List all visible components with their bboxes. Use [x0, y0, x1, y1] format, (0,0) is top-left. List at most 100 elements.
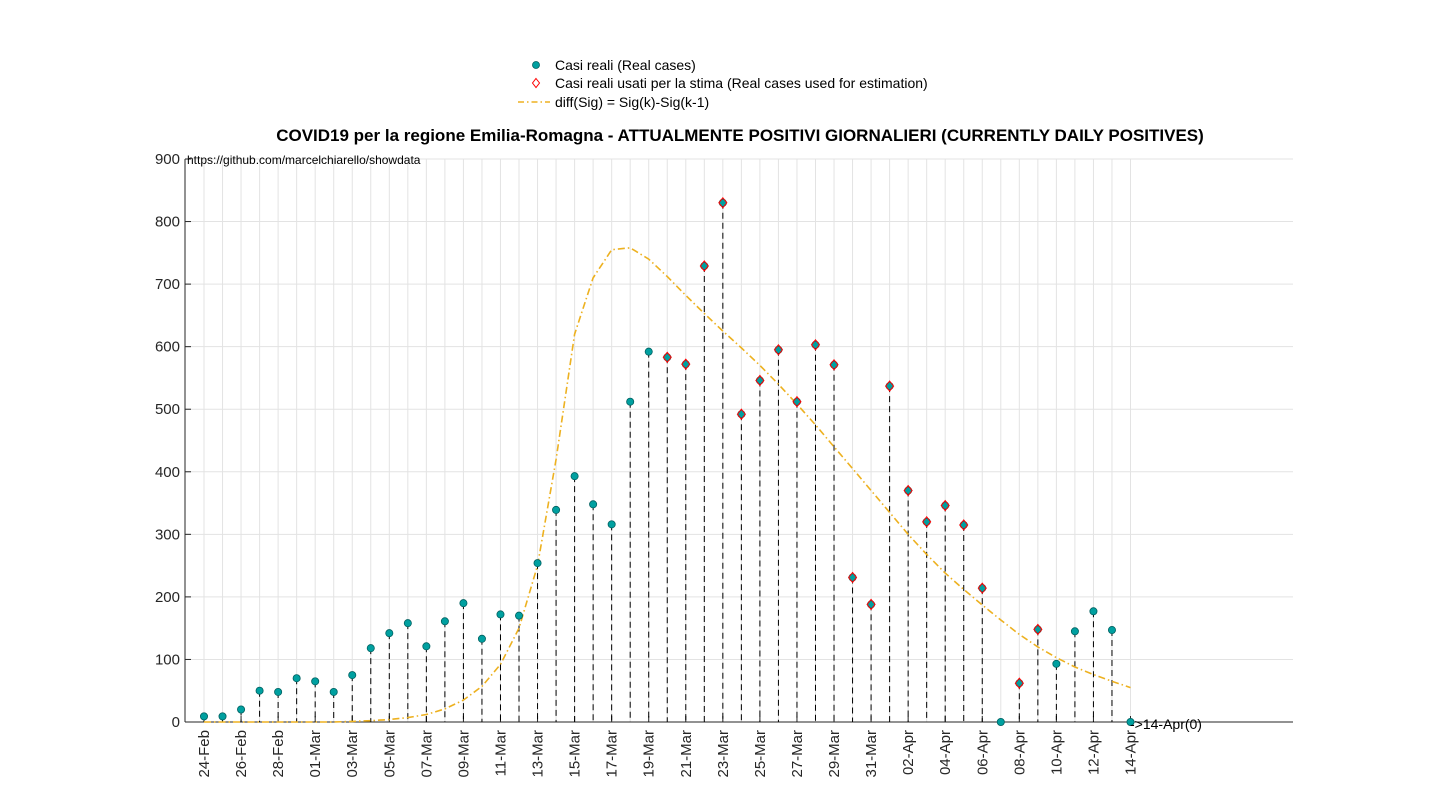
grid [185, 158, 1293, 723]
estimation-point [736, 408, 747, 421]
x-tick-label: 15-Mar [567, 730, 584, 778]
estimation-point [773, 343, 784, 356]
real-case-point [570, 472, 579, 481]
real-case-point [385, 629, 394, 638]
legend-diff-label: diff(Sig) = Sig(k)-Sig(k-1) [555, 94, 709, 110]
x-tick-label: 08-Apr [1011, 730, 1028, 775]
y-tick-label: 200 [155, 589, 180, 606]
estimation-point [1014, 677, 1024, 690]
real-case-point [440, 617, 449, 626]
estimation-point [1033, 623, 1043, 636]
x-tick-label: 23-Mar [715, 730, 732, 778]
estimation-point [662, 351, 672, 364]
real-case-point [589, 500, 598, 509]
x-tick-label: 31-Mar [863, 730, 880, 778]
legend-estimation-label: Casi reali usati per la stima (Real case… [555, 75, 928, 91]
estimation-point [847, 571, 858, 584]
real-case-point [311, 677, 320, 686]
x-tick-label: 11-Mar [492, 730, 509, 776]
real-case-point [1126, 718, 1135, 727]
real-case-point [292, 674, 301, 683]
y-tick-label: 400 [155, 464, 180, 481]
x-tick-label: 03-Mar [344, 730, 361, 778]
y-tick-label: 900 [155, 151, 180, 168]
real-case-point [607, 520, 616, 529]
real-case-point [996, 718, 1005, 727]
real-case-point [237, 705, 246, 714]
diff-curve-layer [204, 246, 1131, 723]
real-case-point [199, 712, 208, 721]
x-tick-label: 24-Feb [196, 730, 213, 778]
chart-title: COVID19 per la regione Emilia-Romagna - … [276, 126, 1204, 145]
stems [203, 202, 1113, 722]
end-annotation: ->14-Apr(0) [1130, 716, 1202, 732]
y-tick-label: 600 [155, 339, 180, 356]
y-tick-label: 800 [155, 214, 180, 231]
estimation-point [681, 358, 691, 370]
real-case-point [329, 687, 338, 696]
estimation-point [718, 196, 728, 209]
x-tick-label: 27-Mar [789, 730, 806, 778]
real-case-point [515, 611, 524, 620]
real-case-point [644, 347, 653, 356]
real-case-point [366, 644, 375, 653]
legend-real-cases-label: Casi reali (Real cases) [555, 57, 696, 73]
estimation-point [792, 395, 802, 408]
estimation-point [959, 519, 969, 531]
real-case-point [218, 712, 227, 721]
x-tick-label: 26-Feb [233, 730, 250, 778]
x-tick-label: 28-Feb [270, 730, 287, 778]
source-url: https://github.com/marcelchiarello/showd… [187, 153, 421, 167]
real-case-point [552, 505, 561, 514]
x-tick-label: 02-Apr [900, 730, 917, 775]
real-case-point [1107, 626, 1116, 635]
real-case-point [422, 642, 431, 651]
estimation-point [866, 598, 876, 611]
estimation-point [903, 484, 913, 497]
estimation-point [977, 582, 987, 594]
x-tick-label: 14-Apr [1123, 730, 1140, 775]
x-tick-label: 09-Mar [455, 730, 472, 778]
x-tick-label: 25-Mar [752, 730, 769, 778]
axes [184, 158, 1293, 723]
x-tick-label: 17-Mar [604, 730, 621, 778]
markers [199, 196, 1135, 727]
estimation-point [755, 374, 765, 387]
x-tick-label: 13-Mar [530, 730, 547, 778]
legend-real-cases-marker [532, 61, 540, 69]
real-case-point [626, 397, 635, 406]
estimation-point [922, 516, 932, 528]
y-tick-label: 300 [155, 526, 180, 543]
real-case-point [459, 599, 468, 608]
tick-labels: 0 100 200 300 400 500 600 700 800 900 24-Feb 26-Feb… [155, 151, 1140, 778]
y-tick-label: 100 [155, 651, 180, 668]
x-tick-label: 01-Mar [307, 730, 324, 778]
real-case-point [496, 610, 505, 619]
x-tick-label: 04-Apr [937, 730, 954, 775]
x-tick-label: 10-Apr [1048, 730, 1065, 775]
real-case-point [1070, 627, 1079, 636]
x-tick-label: 06-Apr [974, 730, 991, 775]
estimation-point [940, 499, 950, 512]
real-case-point [477, 634, 486, 643]
estimation-point [884, 380, 895, 392]
x-tick-label: 07-Mar [418, 730, 435, 778]
real-case-point [255, 686, 264, 695]
real-case-point [348, 671, 357, 680]
y-tick-label: 500 [155, 401, 180, 418]
x-tick-label: 05-Mar [381, 730, 398, 778]
diff-curve [204, 246, 1131, 723]
real-case-point [533, 559, 542, 568]
estimation-point [829, 359, 839, 371]
legend-estimation-marker [531, 77, 541, 89]
x-tick-label: 19-Mar [641, 730, 658, 778]
x-tick-label: 12-Apr [1085, 730, 1102, 775]
x-tick-label: 29-Mar [826, 730, 843, 778]
estimation-point [699, 260, 709, 272]
legend: Casi reali (Real cases) Casi reali usati… [518, 57, 928, 110]
y-tick-label: 0 [172, 714, 180, 731]
real-case-point [1089, 607, 1098, 616]
y-tick-label: 700 [155, 276, 180, 293]
estimation-point [810, 338, 821, 351]
